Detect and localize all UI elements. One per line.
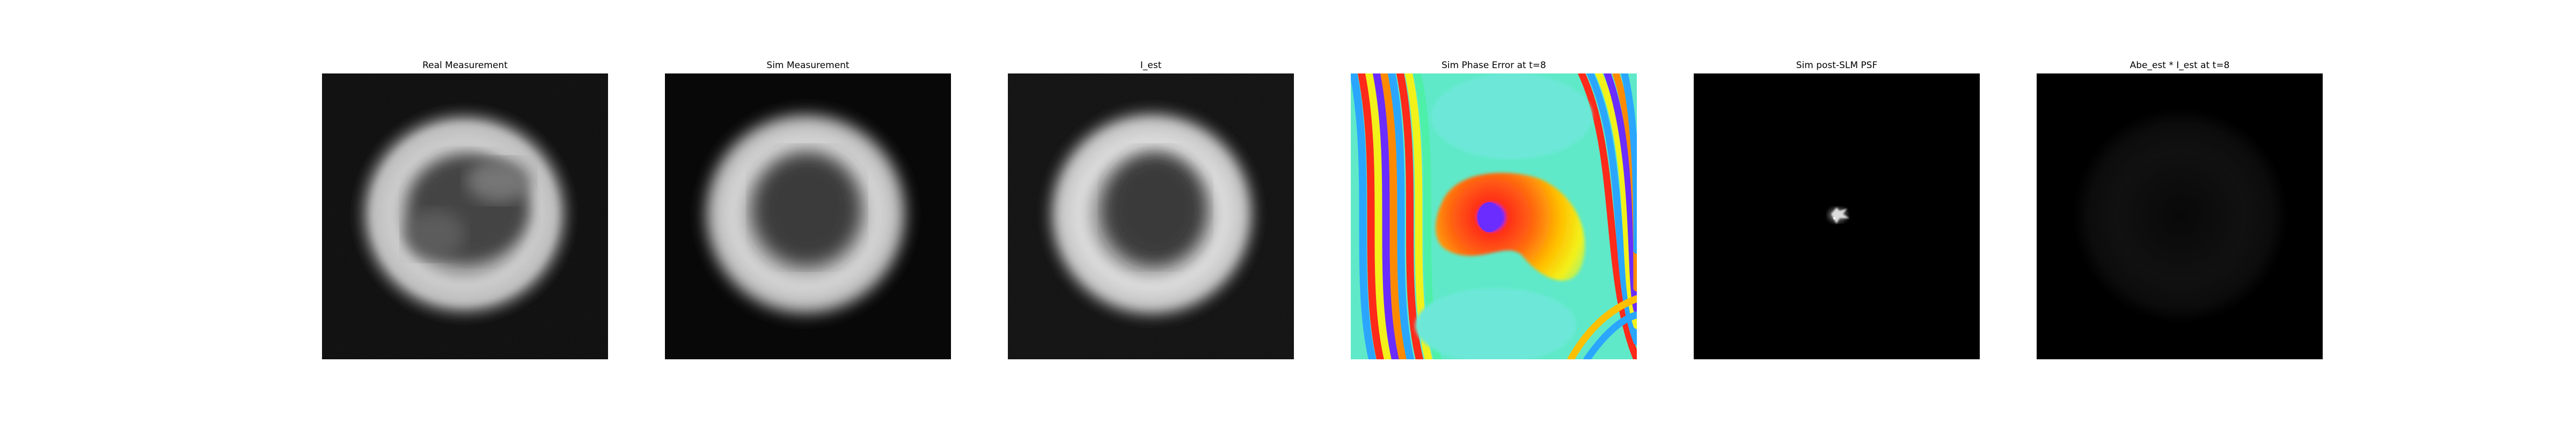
panel-title-sim-post-slm-psf: Sim post-SLM PSF	[1796, 60, 1878, 71]
image-sim-measurement	[665, 73, 951, 359]
panel-title-abe-est-i-est: Abe_est * I_est at t=8	[2129, 60, 2230, 71]
panel-title-sim-measurement: Sim Measurement	[766, 60, 850, 71]
image-abe-est-i-est	[2037, 73, 2323, 359]
image-sim-phase-error	[1351, 73, 1637, 359]
panel-title-sim-phase-error: Sim Phase Error at t=8	[1441, 60, 1546, 71]
panel-title-real-measurement: Real Measurement	[422, 60, 508, 71]
image-sim-post-slm-psf	[1694, 73, 1980, 359]
panel-title-i-est: I_est	[1140, 60, 1162, 71]
image-i-est	[1008, 73, 1294, 359]
image-real-measurement	[322, 73, 608, 359]
